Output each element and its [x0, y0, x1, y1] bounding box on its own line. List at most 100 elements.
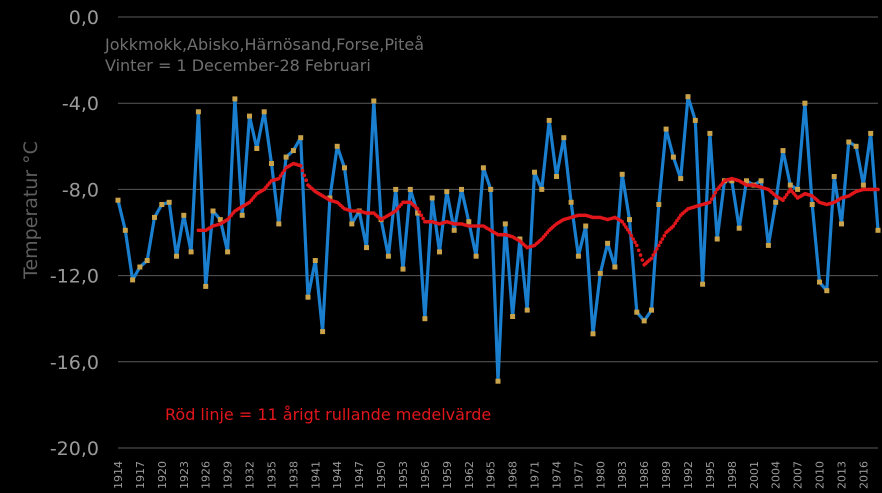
data-point-marker — [137, 264, 143, 270]
x-tick-label: 2016 — [857, 461, 870, 489]
data-point-marker — [349, 221, 355, 227]
x-tick-label: 1914 — [112, 461, 125, 489]
data-point-marker — [393, 186, 399, 192]
data-point-marker — [364, 245, 369, 251]
data-point-marker — [415, 210, 421, 216]
rolling-mean-dot — [633, 240, 637, 244]
x-tick-label: 2010 — [814, 461, 827, 489]
x-tick-label: 1950 — [375, 461, 388, 489]
data-point-marker — [663, 126, 669, 132]
data-point-marker — [342, 165, 347, 171]
data-point-marker — [254, 146, 260, 151]
x-tick-label: 1980 — [594, 461, 607, 489]
x-tick-label: 1959 — [441, 461, 454, 489]
data-point-marker — [568, 199, 574, 205]
data-point-marker — [707, 130, 713, 136]
rolling-mean-dot — [277, 176, 281, 181]
x-tick-label: 1944 — [331, 461, 344, 489]
data-point-marker — [122, 227, 128, 233]
data-point-marker — [495, 378, 501, 384]
data-point-marker — [371, 98, 377, 104]
rolling-mean-dot — [638, 253, 643, 257]
data-point-marker — [627, 217, 632, 223]
y-axis-label: Temperatur °C — [20, 141, 42, 280]
chart-subtitle-season: Vinter = 1 December-28 Februari — [105, 56, 371, 75]
x-tick-label: 2004 — [770, 461, 783, 489]
data-point-marker — [276, 221, 282, 227]
data-point-marker — [773, 199, 779, 205]
rolling-mean-dot — [631, 237, 635, 241]
data-point-marker — [583, 223, 589, 229]
data-point-marker — [437, 249, 442, 255]
rolling-mean-dot — [636, 248, 641, 253]
data-point-marker — [685, 94, 691, 100]
x-tick-label: 1992 — [682, 461, 695, 489]
rolling-mean-annotation: Röd linje = 11 årigt rullande medelvärde — [165, 405, 491, 424]
data-point-marker — [283, 154, 289, 160]
data-point-marker — [546, 117, 552, 123]
data-point-marker — [824, 288, 830, 294]
data-point-marker — [780, 148, 786, 154]
data-point-marker — [758, 178, 764, 184]
rolling-mean-dot — [298, 163, 303, 168]
data-point-marker — [868, 130, 874, 136]
rolling-mean-dot — [649, 256, 654, 261]
data-point-marker — [795, 186, 801, 192]
data-point-marker — [473, 253, 479, 259]
x-tick-label: 2013 — [835, 461, 848, 489]
rolling-mean-dot — [651, 253, 656, 257]
rolling-mean-dot — [302, 173, 307, 178]
data-point-marker — [846, 139, 852, 145]
data-point-marker — [290, 148, 296, 154]
data-point-marker — [670, 154, 676, 160]
data-point-marker — [853, 143, 859, 149]
x-tick-label: 2007 — [792, 461, 805, 489]
data-point-marker — [144, 258, 150, 263]
x-tick-label: 1923 — [178, 461, 191, 489]
data-point-marker — [400, 266, 406, 272]
data-point-marker — [765, 242, 771, 248]
rolling-mean-dot — [710, 197, 714, 201]
rolling-mean-dot — [677, 216, 681, 220]
data-point-marker — [510, 314, 516, 319]
x-tick-label: 1977 — [572, 461, 585, 489]
data-point-marker — [875, 227, 881, 233]
data-point-marker — [817, 279, 822, 285]
data-point-marker — [334, 143, 340, 149]
data-point-marker — [166, 199, 172, 205]
data-point-marker — [656, 202, 662, 207]
rolling-mean-dot — [671, 224, 676, 228]
data-point-marker — [524, 307, 530, 313]
x-tick-label: 1968 — [507, 461, 520, 489]
x-tick-label: 1956 — [419, 461, 432, 489]
data-point-marker — [152, 214, 157, 220]
x-tick-label: 1947 — [353, 461, 366, 489]
data-point-marker — [802, 100, 808, 106]
rolling-mean-dot — [673, 221, 677, 226]
x-tick-label: 1974 — [550, 461, 563, 489]
data-point-marker — [502, 221, 508, 227]
data-point-marker — [188, 249, 194, 255]
data-point-marker — [239, 212, 245, 218]
data-point-marker — [641, 318, 647, 324]
data-point-marker — [203, 283, 209, 289]
data-point-marker — [247, 113, 252, 119]
data-point-marker — [217, 217, 223, 223]
data-point-marker — [787, 182, 793, 188]
rolling-mean-dot — [280, 171, 285, 175]
rolling-mean-dot — [713, 190, 718, 195]
data-point-marker — [729, 178, 735, 184]
data-point-marker — [225, 249, 231, 255]
data-point-marker — [678, 176, 684, 182]
x-tick-label: 1998 — [726, 461, 739, 489]
data-point-marker — [809, 202, 815, 207]
rolling-mean-dot — [786, 190, 791, 194]
data-point-marker — [480, 165, 486, 171]
rolling-mean-dot — [624, 225, 628, 229]
data-point-marker — [130, 277, 136, 283]
data-point-marker — [429, 195, 435, 201]
data-point-marker — [210, 208, 216, 214]
rolling-mean-dot — [657, 243, 661, 248]
